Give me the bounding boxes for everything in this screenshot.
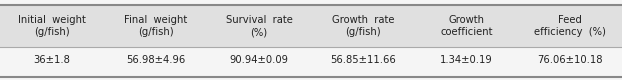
Text: Initial  weight
(g/fish): Initial weight (g/fish)	[18, 15, 86, 37]
Text: 36±1.8: 36±1.8	[34, 55, 70, 65]
Text: 1.34±0.19: 1.34±0.19	[440, 55, 493, 65]
Text: 56.85±11.66: 56.85±11.66	[330, 55, 396, 65]
Text: 90.94±0.09: 90.94±0.09	[230, 55, 289, 65]
Text: Growth
coefficient: Growth coefficient	[440, 15, 493, 37]
Text: Feed
efficiency  (%): Feed efficiency (%)	[534, 15, 606, 37]
Bar	[0, 47, 622, 73]
Text: Growth  rate
(g/fish): Growth rate (g/fish)	[332, 15, 394, 37]
Text: 76.06±10.18: 76.06±10.18	[537, 55, 603, 65]
Text: Survival  rate
(%): Survival rate (%)	[226, 15, 292, 37]
Bar	[0, 5, 622, 47]
Text: 56.98±4.96: 56.98±4.96	[126, 55, 185, 65]
Text: Final  weight
(g/fish): Final weight (g/fish)	[124, 15, 187, 37]
